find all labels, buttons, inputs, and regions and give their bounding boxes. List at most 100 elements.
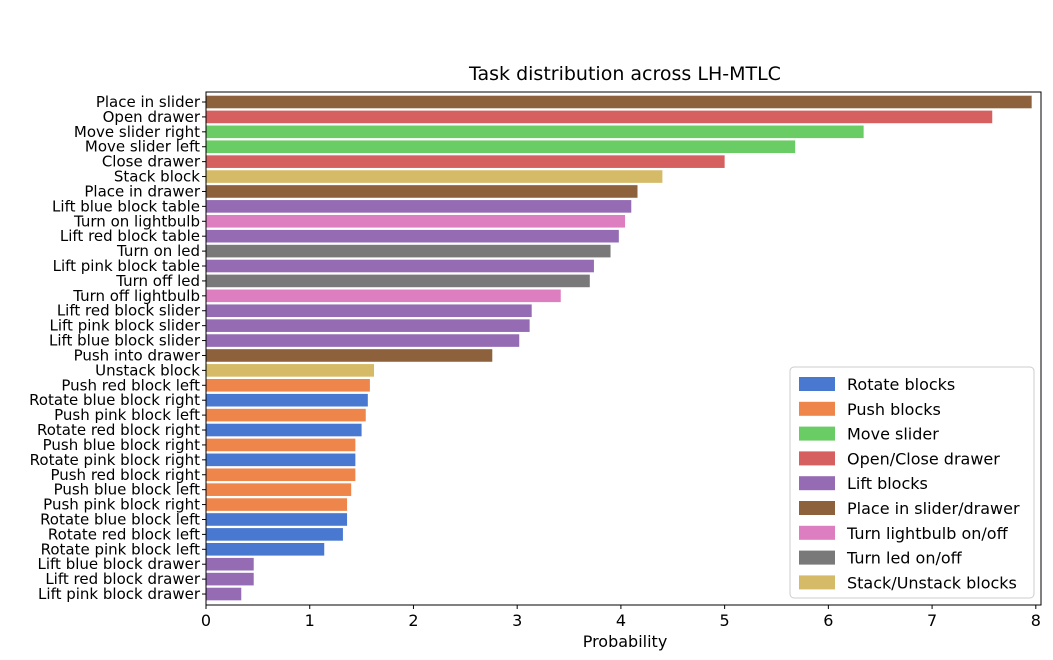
bar <box>206 364 375 377</box>
bar <box>206 423 362 437</box>
legend-swatch <box>799 426 835 441</box>
y-tick-label: Move slider right <box>74 123 200 141</box>
bar <box>206 289 561 303</box>
bar <box>206 200 632 213</box>
bar <box>206 408 366 422</box>
bars-layer <box>206 95 1032 601</box>
bar <box>206 95 1032 109</box>
bar <box>206 334 520 347</box>
y-tick-label: Push blue block right <box>43 436 201 454</box>
y-tick-label: Rotate pink block left <box>41 540 201 558</box>
bar <box>206 393 368 407</box>
bar <box>206 378 370 392</box>
y-tick-label: Lift blue block slider <box>49 332 201 350</box>
bar <box>206 125 864 139</box>
y-tick-label: Open drawer <box>103 108 201 126</box>
plot-frame <box>205 91 1042 606</box>
x-tick-label: 4 <box>616 611 626 630</box>
legend-swatch <box>799 377 835 391</box>
y-tick-label: Rotate blue block right <box>29 391 200 409</box>
legend-swatch <box>799 401 835 416</box>
legend-entry: Lift blocks <box>847 474 928 493</box>
y-tick-label: Push red block right <box>50 466 200 484</box>
legend-swatch <box>799 501 835 515</box>
x-tick-label: 5 <box>720 611 730 630</box>
bar <box>206 304 532 318</box>
y-tick-label: Turn off led <box>115 272 200 290</box>
y-tick-label: Lift pink block table <box>53 257 200 275</box>
y-tick-label: Push red block left <box>61 376 200 394</box>
bar <box>206 587 242 601</box>
y-tick-label: Close drawer <box>102 153 201 171</box>
legend-swatch <box>799 575 835 590</box>
legend-swatch <box>799 451 835 466</box>
y-tick-label: Unstack block <box>95 361 200 379</box>
x-axis: 0 1 2 3 4 5 6 7 8 <box>201 605 1041 630</box>
y-tick-label: Turn on led <box>116 242 200 260</box>
bar <box>206 229 619 243</box>
bar <box>206 468 356 482</box>
bar <box>206 140 796 154</box>
legend-entry: Push blocks <box>847 400 941 419</box>
legend-entry: Move slider <box>847 425 939 444</box>
y-tick-label: Lift red block slider <box>57 302 201 320</box>
y-tick-label: Push pink block right <box>43 496 200 514</box>
y-tick-label: Rotate blue block left <box>40 510 200 528</box>
y-tick-label: Lift blue block table <box>52 197 200 215</box>
x-tick-label: 6 <box>823 611 833 630</box>
y-tick-label: Move slider left <box>85 138 200 156</box>
x-tick-label: 7 <box>927 611 937 630</box>
x-tick-label: 3 <box>512 611 522 630</box>
bar <box>206 259 594 273</box>
bar <box>206 155 725 168</box>
y-tick-label: Rotate red block left <box>48 525 200 543</box>
y-tick-label: Turn off lightbulb <box>72 287 200 305</box>
y-tick-label: Place in slider <box>96 93 201 111</box>
bar <box>206 110 993 124</box>
legend-entry: Stack/Unstack blocks <box>847 573 1017 592</box>
bar <box>206 483 352 496</box>
legend-box <box>789 366 1035 599</box>
legend: Rotate blocks Push blocks Move slider Open/… <box>789 366 1035 599</box>
bar <box>206 274 590 288</box>
bar <box>206 244 611 258</box>
legend-swatch <box>799 550 835 565</box>
legend-swatch <box>799 525 835 540</box>
legend-entry: Open/Close drawer <box>847 449 1000 468</box>
legend-swatch <box>799 476 835 491</box>
bar <box>206 453 356 467</box>
y-tick-label: Push blue block left <box>54 481 201 499</box>
y-tick-label: Rotate pink block right <box>30 451 200 469</box>
y-tick-label: Lift red block drawer <box>45 570 200 588</box>
bar <box>206 319 530 332</box>
y-tick-label: Place in drawer <box>84 182 200 200</box>
y-tick-label: Lift blue block drawer <box>38 555 201 573</box>
x-tick-label: 1 <box>305 611 315 630</box>
bar <box>206 513 348 526</box>
y-tick-label: Push pink block left <box>54 406 200 424</box>
legend-entry: Place in slider/drawer <box>847 499 1020 518</box>
y-tick-label: Lift red block table <box>60 227 200 245</box>
chart-title: Task distribution across LH-MTLC <box>468 63 781 85</box>
y-tick-label: Turn on lightbulb <box>73 212 200 230</box>
bar <box>206 349 493 362</box>
bar <box>206 185 638 198</box>
y-tick-label: Lift pink block drawer <box>38 585 201 603</box>
legend-entry: Turn lightbulb on/off <box>846 524 1009 543</box>
x-axis-title: Probability <box>583 632 668 651</box>
bar <box>206 528 343 541</box>
y-tick-label: Stack block <box>114 168 200 186</box>
legend-entry: Turn led on/off <box>846 549 963 568</box>
legend-entry: Rotate blocks <box>847 375 955 394</box>
x-tick-label: 0 <box>201 611 211 630</box>
bar <box>206 543 325 556</box>
y-tick-label: Lift pink block slider <box>50 317 201 335</box>
x-tick-label: 2 <box>408 611 418 630</box>
bar <box>206 170 663 183</box>
y-tick-label: Push into drawer <box>74 346 201 364</box>
bar <box>206 214 626 228</box>
bar <box>206 557 254 571</box>
bar <box>206 572 254 586</box>
